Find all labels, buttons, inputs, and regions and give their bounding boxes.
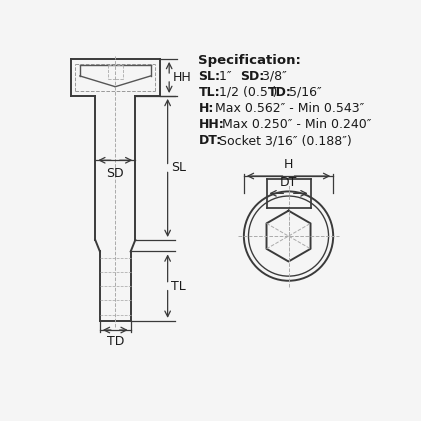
Text: H: H [284,158,293,171]
Text: 3/8″: 3/8″ [258,70,287,83]
Text: TL: TL [171,280,186,293]
Text: HH:: HH: [198,118,224,131]
Text: H:: H: [198,102,214,115]
Text: 1/2 (0.5″): 1/2 (0.5″) [216,86,282,99]
Text: 5/16″: 5/16″ [285,86,321,99]
Text: Specification:: Specification: [198,53,301,67]
Text: 1″: 1″ [216,70,236,83]
Text: SD: SD [107,167,124,180]
Text: TL:: TL: [198,86,220,99]
Text: HH: HH [173,71,192,84]
Text: TD: TD [107,336,124,349]
Text: DT:: DT: [198,134,222,147]
Text: Max 0.250″ - Min 0.240″: Max 0.250″ - Min 0.240″ [218,118,372,131]
Text: DT: DT [280,176,297,189]
Text: SD:: SD: [240,70,264,83]
Text: SL:: SL: [198,70,221,83]
Text: SL: SL [171,161,187,174]
Text: Max 0.562″ - Min 0.543″: Max 0.562″ - Min 0.543″ [211,102,364,115]
Text: Socket 3/16″ (0.188″): Socket 3/16″ (0.188″) [216,134,352,147]
Text: TD:: TD: [268,86,292,99]
